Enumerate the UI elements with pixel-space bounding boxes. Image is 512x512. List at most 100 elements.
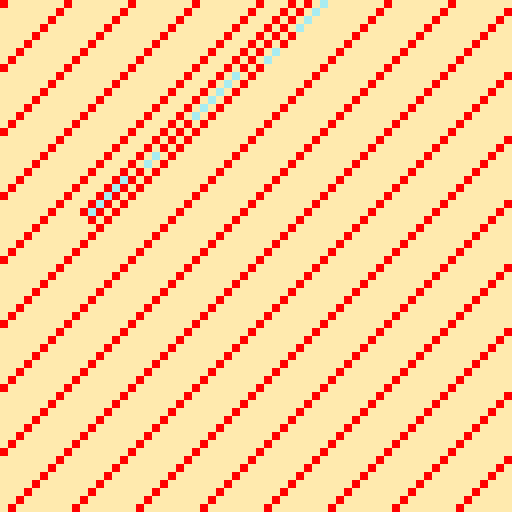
diagonal-cell xyxy=(240,400,248,408)
diagonal-cell xyxy=(184,328,192,336)
diagonal-cell xyxy=(192,0,200,8)
diagonal-cell xyxy=(344,296,352,304)
diagonal-cell xyxy=(472,40,480,48)
diagonal-cell xyxy=(352,352,360,360)
diagonal-cell xyxy=(416,352,424,360)
diagonal-cell xyxy=(88,40,96,48)
diagonal-cell xyxy=(232,280,240,288)
diagonal-cell xyxy=(472,104,480,112)
diagonal-cell xyxy=(16,496,24,504)
diagonal-cell xyxy=(104,216,112,224)
diagonal-cell xyxy=(328,184,336,192)
diagonal-cell xyxy=(488,88,496,96)
diagonal-cell xyxy=(264,504,272,512)
diagonal-cell xyxy=(48,144,56,152)
diagonal-cell xyxy=(464,432,472,440)
diagonal-cell xyxy=(136,248,144,256)
diagonal-cell xyxy=(160,96,168,104)
diagonal-cell xyxy=(16,176,24,184)
diagonal-cell xyxy=(136,440,144,448)
diagonal-cell xyxy=(328,312,336,320)
diagonal-cell xyxy=(376,456,384,464)
diagonal-cell xyxy=(312,456,320,464)
diagonal-cell xyxy=(248,392,256,400)
diagonal-cell xyxy=(368,336,376,344)
diagonal-cell xyxy=(200,120,208,128)
diagonal-cell xyxy=(200,248,208,256)
diagonal-cell xyxy=(344,232,352,240)
diagonal-cell xyxy=(184,200,192,208)
diagonal-cell xyxy=(264,120,272,128)
diagonal-cell xyxy=(376,328,384,336)
diagonal-cell xyxy=(272,176,280,184)
diagonal-cell xyxy=(80,48,88,56)
diagonal-cell xyxy=(432,80,440,88)
diagonal-cell xyxy=(112,208,120,216)
diagonal-cell xyxy=(224,160,232,168)
diagonal-cell xyxy=(248,200,256,208)
diagonal-cell xyxy=(272,368,280,376)
diagonal-cell xyxy=(112,80,120,88)
diagonal-cell xyxy=(224,416,232,424)
diagonal-cell xyxy=(384,0,392,8)
diagonal-cell xyxy=(296,216,304,224)
diagonal-cell xyxy=(120,392,128,400)
diagonal-cell xyxy=(160,32,168,40)
highlight-cell xyxy=(112,184,120,192)
diagonal-cell xyxy=(320,256,328,264)
diagonal-cell xyxy=(320,384,328,392)
diagonal-cell xyxy=(344,168,352,176)
highlight-border-cell xyxy=(112,176,120,184)
diagonal-cell xyxy=(72,440,80,448)
diagonal-cell xyxy=(480,288,488,296)
highlight-segment[interactable] xyxy=(80,0,328,224)
diagonal-cell xyxy=(40,344,48,352)
diagonal-cell xyxy=(40,472,48,480)
diagonal-cell xyxy=(408,104,416,112)
highlight-border-cell xyxy=(264,24,272,32)
diagonal-cell xyxy=(448,320,456,328)
diagonal-cell xyxy=(328,248,336,256)
diagonal-cell xyxy=(328,120,336,128)
diagonal-cell xyxy=(240,208,248,216)
highlight-border-cell xyxy=(160,144,168,152)
diagonal-cell xyxy=(96,160,104,168)
diagonal-cell xyxy=(376,136,384,144)
diagonal-cell xyxy=(288,288,296,296)
diagonal-cell xyxy=(256,64,264,72)
diagonal-cell xyxy=(24,168,32,176)
diagonal-cell xyxy=(248,328,256,336)
diagonal-cell xyxy=(168,216,176,224)
diagonal-cell xyxy=(432,336,440,344)
diagonal-cell xyxy=(56,136,64,144)
diagonal-cell xyxy=(216,40,224,48)
diagonal-cell xyxy=(344,488,352,496)
diagonal-cell xyxy=(168,344,176,352)
diagonal-cell xyxy=(40,24,48,32)
highlight-cell xyxy=(192,112,200,120)
diagonal-cell xyxy=(496,80,504,88)
diagonal-cell xyxy=(88,168,96,176)
diagonal-cell xyxy=(336,304,344,312)
diagonal-cell xyxy=(152,168,160,176)
highlight-border-cell xyxy=(216,72,224,80)
diagonal-cell xyxy=(296,280,304,288)
diagonal-cell xyxy=(312,264,320,272)
diagonal-cell xyxy=(312,136,320,144)
diagonal-cell xyxy=(248,8,256,16)
diagonal-cell xyxy=(56,456,64,464)
diagonal-cell xyxy=(424,216,432,224)
diagonal-cell xyxy=(368,400,376,408)
diagonal-cell xyxy=(216,296,224,304)
diagonal-cell xyxy=(320,64,328,72)
diagonal-cell xyxy=(96,416,104,424)
diagonal-cell xyxy=(240,144,248,152)
diagonal-cell xyxy=(320,448,328,456)
diagonal-cell xyxy=(352,32,360,40)
diagonal-cell xyxy=(304,400,312,408)
highlight-cell xyxy=(88,208,96,216)
diagonal-cell xyxy=(408,40,416,48)
highlight-border-cell xyxy=(224,64,232,72)
diagonal-cell xyxy=(72,248,80,256)
